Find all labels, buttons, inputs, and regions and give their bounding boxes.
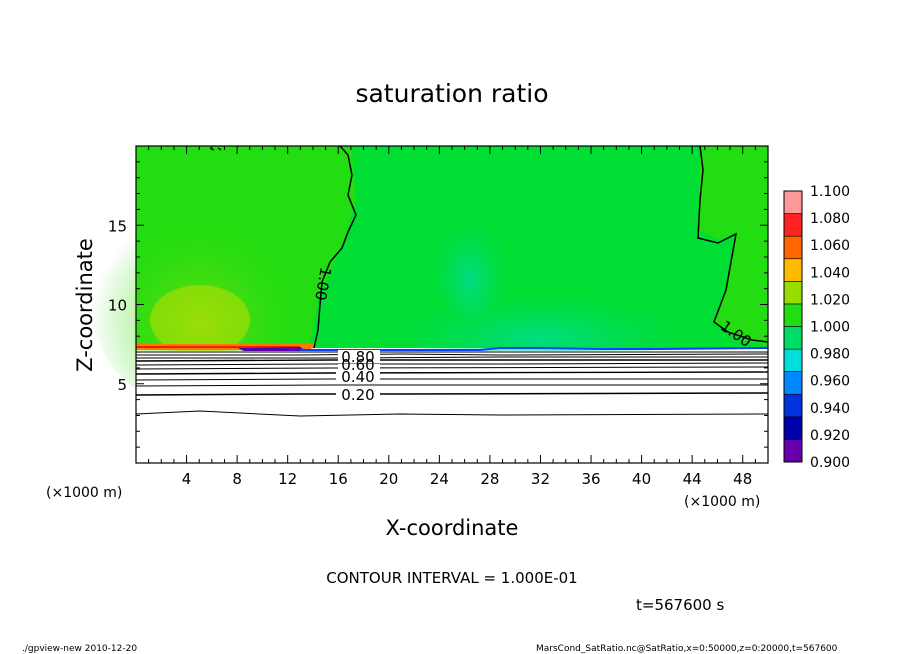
y-axis-unit-label: (×1000 m) [684, 494, 760, 510]
field-yellow-blob [150, 285, 250, 355]
contour-label-0-40: 0.40 [341, 368, 374, 386]
x-tick-label: 28 [480, 470, 499, 488]
colorbar-label: 1.060 [810, 238, 850, 254]
colorbar-swatch [783, 235, 803, 260]
contour-line-1-00-left [313, 145, 357, 349]
colorbar-label: 1.100 [810, 184, 850, 200]
colorbar-swatch [783, 326, 803, 350]
y-axis: 5 10 15 [108, 161, 768, 448]
colorbar-label: 0.940 [810, 401, 850, 417]
colorbar: 0.900 0.920 0.940 0.960 0.980 1.000 1.020 1.040… [783, 184, 850, 471]
plot-area: 1.00 1.00 0.80 0.60 0.40 0.20 [90, 145, 769, 464]
colorbar-label: 1.000 [810, 320, 850, 336]
chart-title: saturation ratio [355, 79, 548, 108]
x-tick-label: 4 [182, 470, 192, 488]
x-tick-label: 16 [329, 470, 348, 488]
colorbar-swatch [783, 348, 803, 372]
contour-label-0-80: 0.80 [341, 348, 374, 366]
colorbar-label: 0.960 [810, 374, 850, 390]
x-axis: 4 8 12 16 20 24 28 32 36 40 44 48 [148, 146, 756, 488]
colorbar-swatch [783, 258, 803, 282]
contour-interval-text: CONTOUR INTERVAL = 1.000E-01 [326, 569, 577, 587]
colorbar-swatch [783, 439, 803, 463]
colorbar-label: 0.980 [810, 347, 850, 363]
contour-line-1-00-right [697, 145, 769, 343]
x-axis-unit-label: (×1000 m) [46, 485, 122, 501]
colorbar-swatch [783, 416, 803, 440]
time-text: t=567600 s [636, 596, 724, 614]
x-axis-title: X-coordinate [386, 516, 519, 540]
contour-label-0-20: 0.20 [341, 386, 374, 404]
colorbar-label: 0.900 [810, 455, 850, 471]
x-tick-label: 32 [531, 470, 550, 488]
y-tick-label: 5 [117, 376, 127, 394]
field-blue-boundary [300, 347, 769, 351]
colorbar-swatch [783, 303, 803, 327]
colorbar-swatch [783, 371, 803, 395]
colorbar-label: 1.020 [810, 292, 850, 308]
colorbar-label: 1.040 [810, 265, 850, 281]
colorbar-label: 0.920 [810, 428, 850, 444]
x-tick-label: 48 [733, 470, 752, 488]
field-cool-blob-2 [430, 195, 510, 315]
colorbar-swatch [783, 213, 803, 237]
x-tick-label: 36 [581, 470, 600, 488]
y-axis-title: Z-coordinate [73, 238, 97, 372]
contour-label-0-60: 0.60 [341, 356, 374, 374]
x-tick-label: 40 [632, 470, 651, 488]
footer-left-text: ./gpview-new 2010-12-20 [22, 644, 137, 654]
field-red-band [136, 346, 300, 348]
contour-lines-lower [135, 351, 769, 417]
x-tick-label: 8 [232, 470, 242, 488]
x-tick-label: 20 [379, 470, 398, 488]
colorbar-label: 1.080 [810, 211, 850, 227]
y-tick-label: 10 [108, 297, 127, 315]
y-tick-label: 15 [108, 217, 127, 235]
x-tick-label: 24 [430, 470, 449, 488]
colorbar-swatch [783, 393, 803, 418]
x-tick-label: 12 [278, 470, 297, 488]
colorbar-frame [783, 190, 803, 463]
contour-label-left: 1.00 [311, 266, 335, 302]
footer-right-text: MarsCond_SatRatio.nc@SatRatio,x=0:50000,… [536, 644, 838, 654]
colorbar-swatch [783, 190, 803, 214]
colorbar-swatch [783, 281, 803, 305]
x-tick-label: 44 [683, 470, 702, 488]
